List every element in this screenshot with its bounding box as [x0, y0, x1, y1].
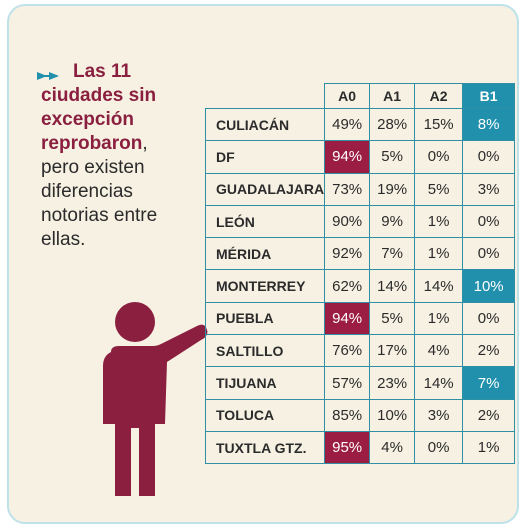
cell-a0-highlight: 94%: [324, 140, 371, 174]
subline-2: diferencias: [41, 181, 133, 202]
column-header-b1: B1: [462, 83, 516, 109]
cell-b1: 1%: [462, 430, 516, 465]
cell-a1: 4%: [369, 430, 416, 465]
cell-a0: 85%: [324, 398, 371, 432]
cell-a1: 5%: [369, 301, 416, 336]
row-city: CULIACÁN: [204, 107, 326, 142]
table-row: TIJUANA 57% 23% 14% 7%: [204, 366, 516, 400]
cell-b1: 0%: [462, 140, 516, 174]
cell-b1: 0%: [462, 204, 516, 239]
results-table: A0 A1 A2 B1 CULIACÁN 49% 28% 15% 8% DF 9…: [204, 83, 516, 465]
cell-a1: 19%: [369, 172, 416, 206]
cell-a0-highlight: 95%: [324, 430, 371, 465]
table-row: MÉRIDA 92% 7% 1% 0%: [204, 237, 516, 271]
cell-a2: 14%: [414, 366, 464, 400]
cell-b1-highlight: 10%: [462, 269, 516, 303]
headline-line-4: reprobaron: [41, 133, 143, 154]
table-row: TOLUCA 85% 10% 3% 2%: [204, 398, 516, 432]
headline: Las 11 ciudades sin excepción reprobaron…: [37, 60, 191, 252]
cell-a2: 0%: [414, 430, 464, 465]
headline-line-3: excepción: [41, 109, 134, 130]
cell-a0: 49%: [324, 107, 371, 142]
table-row: GUADALAJARA 73% 19% 5% 3%: [204, 172, 516, 206]
cell-b1: 3%: [462, 172, 516, 206]
row-city: TOLUCA: [204, 398, 326, 432]
cell-a1: 9%: [369, 204, 416, 239]
cell-a2: 1%: [414, 237, 464, 271]
cell-a1: 5%: [369, 140, 416, 174]
cell-a1: 7%: [369, 237, 416, 271]
subline-4: ellas.: [41, 229, 86, 250]
row-city: MONTERREY: [204, 269, 326, 303]
row-city: TUXTLA GTZ.: [204, 430, 326, 465]
cell-a2: 5%: [414, 172, 464, 206]
cell-a2: 15%: [414, 107, 464, 142]
table-corner: [205, 83, 326, 109]
row-city: TIJUANA: [204, 366, 326, 400]
table-row: CULIACÁN 49% 28% 15% 8%: [204, 107, 516, 142]
column-header-a1: A1: [369, 83, 416, 109]
table-row: SALTILLO 76% 17% 4% 2%: [204, 334, 516, 368]
cell-a1: 10%: [369, 398, 416, 432]
cell-b1: 0%: [462, 237, 516, 271]
headline-line-1: Las 11: [73, 61, 132, 82]
cell-a2: 0%: [414, 140, 464, 174]
row-city: SALTILLO: [204, 334, 326, 368]
cell-a0: 92%: [324, 237, 371, 271]
table-header-row: A0 A1 A2 B1: [205, 83, 516, 109]
column-header-a2: A2: [414, 83, 464, 109]
cell-b1-highlight: 8%: [462, 107, 516, 142]
row-city: LEÓN: [204, 204, 326, 239]
cell-a1: 14%: [369, 269, 416, 303]
subline-3: notorias entre: [41, 205, 158, 226]
subline-1: pero existen: [41, 157, 145, 178]
headline-comma: ,: [142, 133, 148, 154]
row-city: PUEBLA: [204, 301, 326, 336]
table-row: MONTERREY 62% 14% 14% 10%: [204, 269, 516, 303]
row-city: GUADALAJARA: [204, 172, 326, 206]
cell-b1-highlight: 7%: [462, 366, 516, 400]
cell-a2: 3%: [414, 398, 464, 432]
table-row: LEÓN 90% 9% 1% 0%: [204, 204, 516, 239]
cell-a0: 62%: [324, 269, 371, 303]
cell-a1: 17%: [369, 334, 416, 368]
column-header-a0: A0: [324, 83, 371, 109]
infographic-panel: Las 11 ciudades sin excepción reprobaron…: [7, 4, 519, 524]
table-row: TUXTLA GTZ. 95% 4% 0% 1%: [204, 430, 516, 465]
row-city: MÉRIDA: [204, 237, 326, 271]
cell-a0: 76%: [324, 334, 371, 368]
headline-line-2: ciudades sin: [41, 85, 157, 106]
cell-a1: 23%: [369, 366, 416, 400]
cell-a0: 90%: [324, 204, 371, 239]
cell-b1: 2%: [462, 334, 516, 368]
table-row: DF 94% 5% 0% 0%: [204, 140, 516, 174]
row-city: DF: [204, 140, 326, 174]
cell-a1: 28%: [369, 107, 416, 142]
cell-a0-highlight: 94%: [324, 301, 371, 336]
person-pointing-icon: [103, 302, 208, 496]
cell-a2: 1%: [414, 204, 464, 239]
cell-a2: 14%: [414, 269, 464, 303]
table-row: PUEBLA 94% 5% 1% 0%: [204, 301, 516, 336]
cell-b1: 0%: [462, 301, 516, 336]
cell-a0: 57%: [324, 366, 371, 400]
cell-a0: 73%: [324, 172, 371, 206]
double-arrow-icon: [37, 72, 59, 80]
cell-b1: 2%: [462, 398, 516, 432]
cell-a2: 1%: [414, 301, 464, 336]
cell-a2: 4%: [414, 334, 464, 368]
